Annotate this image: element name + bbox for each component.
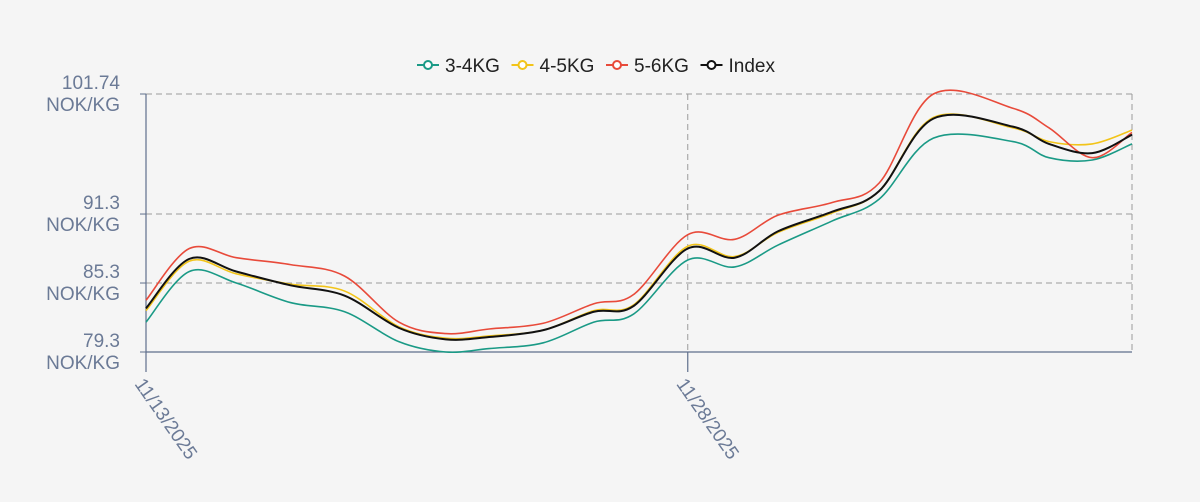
legend[interactable]: 3-4KG 4-5KG 5-6KG Index (417, 56, 775, 77)
legend-label: 5-6KG (634, 56, 689, 77)
y-tick-unit: NOK/KG (46, 95, 120, 116)
y-tick-label: 85.3 (83, 262, 120, 283)
x-axis-ticks: 11/13/2025 11/28/2025 (130, 352, 743, 464)
y-tick-label: 79.3 (83, 331, 120, 352)
series-line-index (145, 113, 1133, 341)
x-tick-label: 11/13/2025 (130, 375, 201, 464)
y-tick-label: 101.74 (62, 73, 121, 94)
series-lines (145, 89, 1133, 354)
y-tick-unit: NOK/KG (46, 284, 120, 305)
legend-item-4-5kg[interactable]: 4-5KG (511, 56, 595, 77)
legend-item-3-4kg[interactable]: 3-4KG (417, 56, 500, 77)
legend-label: 4-5KG (540, 56, 595, 77)
legend-swatch-marker (423, 60, 433, 70)
y-axis-ticks: 79.3NOK/KG85.3NOK/KG91.3NOK/KG101.74NOK/… (46, 73, 146, 374)
series-line-5-6kg (145, 89, 1133, 335)
grid (146, 93, 1133, 352)
axes (145, 94, 1132, 353)
legend-label: 3-4KG (445, 56, 500, 77)
legend-swatch-marker (612, 60, 622, 70)
legend-item-index[interactable]: Index (700, 56, 776, 77)
series-line-4-5kg (145, 113, 1133, 340)
legend-label: Index (729, 56, 776, 77)
x-tick-label: 11/28/2025 (672, 375, 743, 464)
legend-swatch-marker (706, 60, 717, 70)
y-tick-label: 91.3 (83, 193, 120, 214)
y-tick-unit: NOK/KG (46, 215, 120, 236)
series-line-3-4kg (145, 133, 1133, 354)
legend-swatch-marker (517, 60, 528, 70)
y-tick-unit: NOK/KG (46, 353, 120, 374)
legend-item-5-6kg[interactable]: 5-6KG (606, 56, 689, 77)
